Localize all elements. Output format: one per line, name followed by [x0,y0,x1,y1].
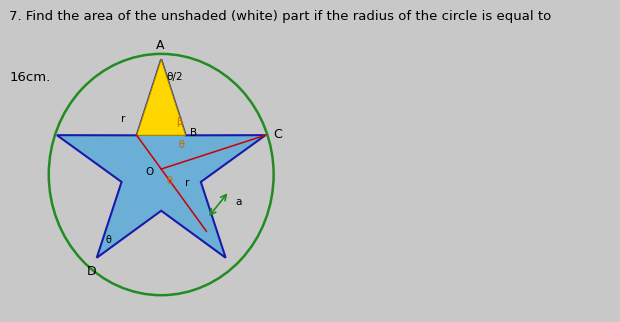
Polygon shape [136,59,186,135]
Text: a: a [236,197,242,207]
Text: A: A [156,39,164,52]
Text: θ: θ [105,235,112,245]
Text: β: β [176,117,182,127]
Text: θ/2: θ/2 [167,72,184,82]
Text: θ: θ [167,175,172,185]
Polygon shape [57,59,265,258]
Text: B: B [190,128,197,138]
Text: O: O [145,167,154,177]
Text: C: C [273,128,282,141]
Text: D: D [86,265,96,279]
Text: θ: θ [179,140,184,150]
Text: r: r [122,114,126,124]
Text: r: r [185,178,190,188]
Text: 7. Find the area of the unshaded (white) part if the radius of the circle is equ: 7. Find the area of the unshaded (white)… [9,10,552,23]
Text: 16cm.: 16cm. [9,71,51,84]
